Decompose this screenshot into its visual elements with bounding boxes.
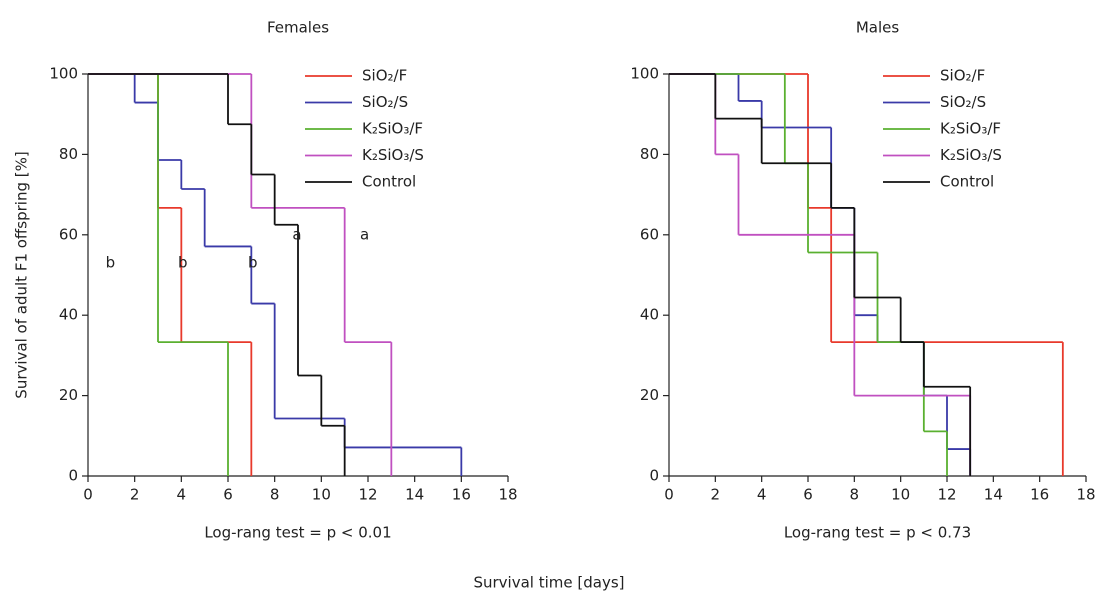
annotation: b — [106, 253, 116, 271]
annotation: b — [248, 253, 258, 271]
y-tick-label: 100 — [49, 65, 78, 83]
x-tick-label: 14 — [984, 486, 1003, 504]
y-tick-label: 40 — [59, 306, 78, 324]
x-tick-label: 8 — [850, 486, 860, 504]
legend-label: K₂SiO₃/S — [940, 146, 1002, 164]
x-tick-label: 2 — [130, 486, 140, 504]
legend-label: K₂SiO₃/S — [362, 146, 424, 164]
x-tick-label: 6 — [223, 486, 233, 504]
x-tick-label: 12 — [937, 486, 956, 504]
x-tick-label: 2 — [711, 486, 721, 504]
x-tick-label: 10 — [891, 486, 910, 504]
x-tick-label: 0 — [664, 486, 674, 504]
x-tick-label: 18 — [1076, 486, 1095, 504]
legend-label: Control — [362, 173, 416, 191]
y-tick-label: 80 — [640, 145, 659, 163]
x-tick-label: 10 — [312, 486, 331, 504]
y-tick-label: 20 — [640, 386, 659, 404]
x-tick-label: 6 — [803, 486, 813, 504]
chart-title: Females — [267, 19, 329, 37]
x-tick-label: 12 — [358, 486, 377, 504]
chart-title: Males — [856, 19, 900, 37]
x-tick-label: 16 — [1030, 486, 1049, 504]
chart-subtitle: Log-rang test = p < 0.01 — [204, 524, 391, 542]
x-tick-label: 14 — [405, 486, 424, 504]
y-tick-label: 40 — [640, 306, 659, 324]
y-tick-label: 20 — [59, 386, 78, 404]
x-axis-label: Survival time [days] — [473, 574, 624, 592]
legend-label: SiO₂/S — [940, 93, 986, 111]
legend-label: Control — [940, 173, 994, 191]
annotation: a — [292, 225, 301, 243]
x-tick-label: 0 — [83, 486, 93, 504]
annotation: a — [360, 225, 369, 243]
legend-label: K₂SiO₃/F — [362, 120, 423, 138]
y-tick-label: 80 — [59, 145, 78, 163]
x-tick-label: 16 — [452, 486, 471, 504]
chart-subtitle: Log-rang test = p < 0.73 — [784, 524, 971, 542]
x-tick-label: 18 — [498, 486, 517, 504]
legend-label: SiO₂/F — [940, 67, 985, 85]
y-tick-label: 0 — [649, 467, 659, 485]
legend-label: SiO₂/S — [362, 93, 408, 111]
x-tick-label: 4 — [757, 486, 767, 504]
legend-label: SiO₂/F — [362, 67, 407, 85]
y-tick-label: 60 — [59, 225, 78, 243]
legend-label: K₂SiO₃/F — [940, 120, 1001, 138]
y-axis-label: Survival of adult F1 offspring [%] — [13, 151, 31, 398]
y-tick-label: 60 — [640, 225, 659, 243]
y-tick-label: 0 — [68, 467, 78, 485]
y-tick-label: 100 — [630, 65, 659, 83]
x-tick-label: 8 — [270, 486, 280, 504]
annotation: b — [178, 253, 188, 271]
x-tick-label: 4 — [177, 486, 187, 504]
